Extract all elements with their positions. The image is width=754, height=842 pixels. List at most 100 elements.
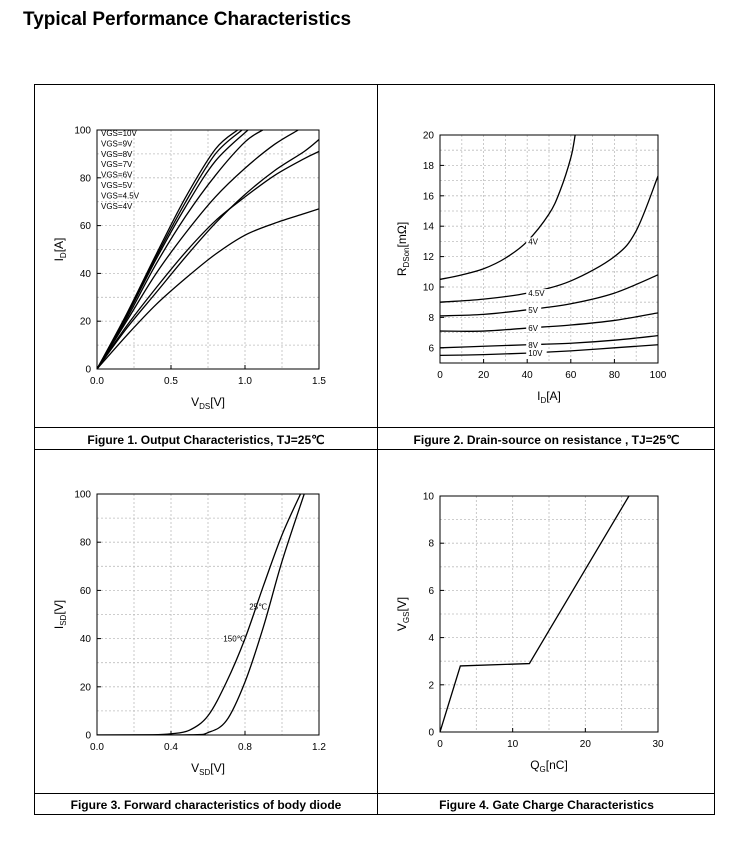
legend-entry: VGS=7V bbox=[101, 160, 133, 169]
series-line-25- bbox=[97, 494, 305, 735]
y-tick-label: 100 bbox=[74, 126, 91, 137]
series-line-vgs-5v bbox=[97, 150, 319, 369]
series-label-bg bbox=[526, 340, 542, 349]
y-tick-label: 8 bbox=[428, 539, 434, 550]
x-tick-label: 10 bbox=[507, 739, 519, 750]
series-label-bg bbox=[526, 324, 542, 333]
series-label: 6V bbox=[528, 324, 538, 333]
series-line-vgs-8v bbox=[97, 130, 249, 369]
grid-caption-line-1 bbox=[34, 427, 715, 428]
x-tick-label: 60 bbox=[565, 370, 577, 381]
y-tick-label: 0 bbox=[85, 731, 91, 742]
plot-frame bbox=[96, 129, 320, 370]
series-label: 150℃ bbox=[223, 634, 245, 643]
x-tick-label: 30 bbox=[652, 739, 664, 750]
grid-caption-line-2 bbox=[34, 793, 715, 794]
legend-entry: VGS=4V bbox=[101, 202, 133, 211]
grid-mid-line bbox=[34, 449, 715, 450]
y-tick-label: 4 bbox=[428, 633, 434, 644]
x-axis-label: VSD[V] bbox=[191, 761, 225, 777]
y-axis-label: VGS[V] bbox=[395, 597, 411, 631]
y-tick-label: 20 bbox=[423, 131, 435, 142]
series-line-5v bbox=[440, 274, 658, 317]
x-tick-label: 0.4 bbox=[164, 742, 178, 753]
series-label-bg bbox=[526, 237, 542, 246]
x-tick-label: 0 bbox=[437, 739, 443, 750]
y-tick-label: 40 bbox=[80, 634, 92, 645]
series-label: 4V bbox=[528, 237, 538, 246]
figure-3-body-diode: 0.0 0.4 0.8 1.2 0 20 40 60 80 100 VSD[V] ISD[V] 150℃… bbox=[52, 490, 326, 778]
series-label-bg bbox=[526, 289, 553, 298]
series-line-vgs-6v bbox=[97, 130, 299, 369]
y-tick-label: 6 bbox=[428, 586, 434, 597]
x-tick-label: 20 bbox=[580, 739, 592, 750]
series-label: 10V bbox=[528, 349, 543, 358]
x-tick-label: 1.5 bbox=[312, 376, 326, 387]
x-tick-label: 0.0 bbox=[90, 376, 104, 387]
legend-entry: VGS=8V bbox=[101, 150, 133, 159]
figure-4-gate-charge: 0 10 20 30 0 2 4 6 8 10 QG[nC] VGS[V] bbox=[395, 492, 664, 775]
series-line-vgs-4v bbox=[97, 208, 319, 369]
y-tick-label: 60 bbox=[80, 221, 92, 232]
figure-3-caption: Figure 3. Forward characteristics of bod… bbox=[70, 798, 342, 812]
grid-border-left bbox=[34, 84, 35, 815]
grid-border-bottom bbox=[34, 814, 715, 815]
y-tick-label: 2 bbox=[428, 680, 434, 691]
x-tick-label: 20 bbox=[478, 370, 490, 381]
x-axis-label: ID[A] bbox=[537, 389, 561, 405]
y-axis-label: ID[A] bbox=[52, 238, 68, 262]
series-line-4v bbox=[440, 135, 576, 281]
grid-center-line bbox=[377, 84, 378, 815]
y-tick-label: 20 bbox=[80, 682, 92, 693]
y-tick-label: 12 bbox=[423, 252, 435, 263]
y-tick-label: 14 bbox=[423, 222, 435, 233]
series-label: 25℃ bbox=[249, 603, 267, 612]
y-tick-label: 80 bbox=[80, 538, 92, 549]
legend-entry: VGS=6V bbox=[101, 171, 133, 180]
x-tick-label: 1.0 bbox=[238, 376, 252, 387]
series-line-vgs-7v bbox=[97, 130, 264, 369]
series-label: 8V bbox=[528, 341, 538, 350]
x-tick-label: 40 bbox=[522, 370, 534, 381]
y-tick-label: 100 bbox=[74, 490, 91, 501]
series-line-6v bbox=[440, 312, 658, 332]
series-line-8v bbox=[440, 334, 658, 349]
x-axis-label: VDS[V] bbox=[191, 395, 225, 411]
x-tick-label: 1.2 bbox=[312, 742, 326, 753]
series-label-bg bbox=[526, 305, 542, 314]
grid-border-top bbox=[34, 84, 715, 85]
legend-entry: VGS=5V bbox=[101, 181, 133, 190]
x-tick-label: 0.5 bbox=[164, 376, 178, 387]
y-tick-label: 6 bbox=[428, 343, 434, 354]
series-label: 5V bbox=[528, 306, 538, 315]
y-tick-label: 0 bbox=[428, 728, 434, 739]
legend-entry: VGS=10V bbox=[101, 129, 137, 138]
y-tick-label: 16 bbox=[423, 191, 435, 202]
page-title: Typical Performance Characteristics bbox=[23, 9, 352, 30]
x-tick-label: 0.8 bbox=[238, 742, 252, 753]
series-line-vgs-4-5v bbox=[97, 139, 319, 369]
plot-frame bbox=[96, 493, 320, 736]
y-tick-label: 60 bbox=[80, 586, 92, 597]
plot-frame bbox=[439, 134, 659, 364]
plot-frame bbox=[439, 495, 659, 733]
series-line-10v bbox=[440, 344, 658, 357]
grid-border-right bbox=[714, 84, 715, 815]
series-line-4-5v bbox=[440, 175, 658, 303]
x-tick-label: 0 bbox=[437, 370, 443, 381]
x-tick-label: 100 bbox=[650, 370, 667, 381]
legend-entry: VGS=4.5V bbox=[101, 191, 140, 200]
figure-1-output-characteristics: 0.0 0.5 1.0 1.5 0 20 40 60 80 100 VDS[V] ID[A] VGS=1… bbox=[52, 126, 326, 412]
figure-2-drain-source-resistance: 0 20 40 60 80 100 6 8 10 12 14 16 18 20 ID[A] RDSon[mΩ]… bbox=[395, 131, 667, 406]
figure-1-caption: Figure 1. Output Characteristics, TJ=25℃ bbox=[87, 433, 325, 447]
y-axis-label: ISD[V] bbox=[52, 600, 68, 629]
series-line-gate-charge bbox=[440, 496, 630, 732]
figure-2-caption: Figure 2. Drain-source on resistance , T… bbox=[413, 433, 680, 447]
y-tick-label: 20 bbox=[80, 317, 92, 328]
y-tick-label: 80 bbox=[80, 173, 92, 184]
y-tick-label: 10 bbox=[423, 492, 435, 503]
legend-entry: VGS=9V bbox=[101, 139, 133, 148]
y-tick-label: 0 bbox=[85, 365, 91, 376]
y-axis-label: RDSon[mΩ] bbox=[395, 222, 411, 276]
y-tick-label: 40 bbox=[80, 269, 92, 280]
